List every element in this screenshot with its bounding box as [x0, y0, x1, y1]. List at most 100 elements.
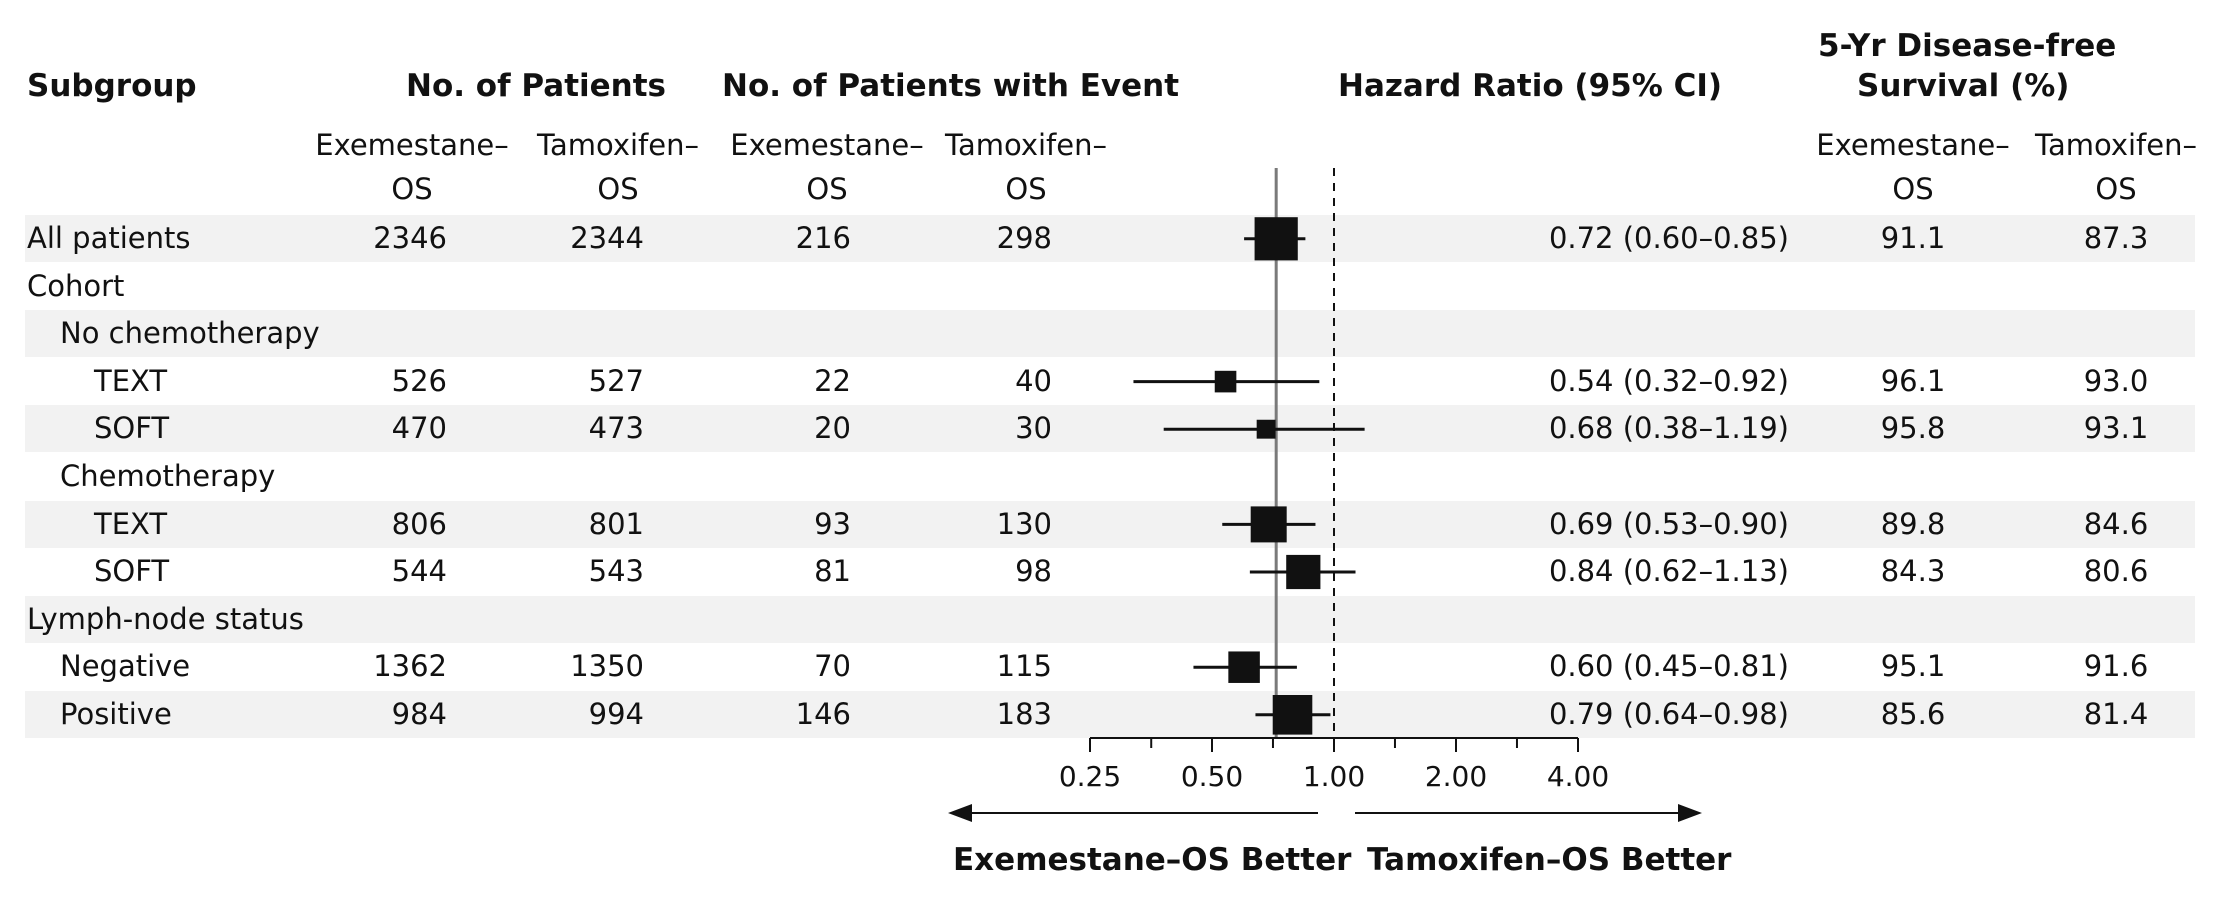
cell-events-tamoxifen: 115 [996, 649, 1052, 684]
cell-hazard-ratio: 0.68 (0.38–1.19) [1548, 411, 1789, 446]
row-label: All patients [27, 221, 191, 255]
cell-dfs-exemestane: 89.8 [1880, 506, 1946, 541]
cell-hazard-ratio: 0.72 (0.60–0.85) [1548, 221, 1789, 255]
cell-patients-tamoxifen: 994 [588, 697, 644, 731]
cell-patients-exemestane: 470 [391, 411, 447, 446]
header-subgroup: Subgroup [27, 68, 197, 104]
cell-patients-exemestane: 526 [391, 363, 447, 398]
hr-marker [1214, 370, 1237, 393]
arm-b-line2: OS [2095, 172, 2137, 206]
x-axis-tick-label: 0.25 [1059, 760, 1121, 793]
row-label: Negative [60, 649, 191, 684]
cell-dfs-exemestane: 96.1 [1880, 363, 1946, 398]
arm-a-line1: Exemestane– [1816, 128, 2010, 162]
header-patients: No. of Patients [406, 68, 667, 104]
arm-a-line2: OS [806, 172, 848, 206]
row-band [25, 310, 2195, 358]
subheader-events-tamoxifen: Tamoxifen– OS [926, 123, 1126, 211]
subheader-dfs-tamoxifen: Tamoxifen– OS [2016, 123, 2216, 211]
cell-patients-exemestane: 544 [391, 554, 447, 589]
cell-hazard-ratio: 0.79 (0.64–0.98) [1548, 697, 1789, 731]
header-dfs-line1: 5-Yr Disease-free [1818, 28, 2117, 64]
cell-patients-tamoxifen: 801 [588, 506, 644, 541]
cell-events-exemestane: 20 [814, 411, 851, 446]
row-band [25, 500, 2195, 548]
cell-hazard-ratio: 0.84 (0.62–1.13) [1548, 554, 1789, 589]
cell-dfs-exemestane: 95.8 [1880, 411, 1946, 446]
header-hazard-ratio: Hazard Ratio (95% CI) [1338, 68, 1723, 104]
cell-dfs-exemestane: 85.6 [1880, 697, 1946, 731]
cell-events-exemestane: 22 [814, 363, 851, 398]
row-label: SOFT [94, 411, 170, 446]
hr-marker [1254, 217, 1298, 261]
cell-events-exemestane: 93 [814, 506, 851, 541]
subheader-events-exemestane: Exemestane– OS [727, 123, 927, 211]
subheader-patients-tamoxifen: Tamoxifen– OS [518, 123, 718, 211]
x-axis-tick-label: 0.50 [1181, 760, 1243, 793]
cell-hazard-ratio: 0.69 (0.53–0.90) [1548, 506, 1789, 541]
cell-patients-tamoxifen: 543 [588, 554, 644, 589]
hr-marker [1286, 554, 1321, 590]
hr-marker [1228, 651, 1260, 683]
row-label: Lymph-node status [27, 601, 304, 636]
cell-dfs-exemestane: 91.1 [1880, 221, 1946, 255]
cell-patients-exemestane: 2346 [373, 221, 447, 255]
left-arrow-head [948, 804, 972, 822]
cell-events-tamoxifen: 40 [1015, 363, 1052, 398]
cell-dfs-tamoxifen: 81.4 [2083, 697, 2149, 731]
hr-marker [1250, 506, 1287, 543]
left-arrow-label: Exemestane–OS Better [953, 842, 1352, 878]
subheader-patients-exemestane: Exemestane– OS [312, 123, 512, 211]
cell-dfs-tamoxifen: 87.3 [2083, 221, 2149, 255]
cell-events-exemestane: 81 [814, 554, 851, 589]
right-arrow-label: Tamoxifen–OS Better [1367, 842, 1732, 878]
cell-events-tamoxifen: 98 [1015, 554, 1052, 589]
cell-dfs-exemestane: 95.1 [1880, 649, 1946, 684]
row-label: TEXT [94, 363, 168, 398]
cell-patients-exemestane: 806 [391, 506, 447, 541]
cell-events-tamoxifen: 183 [996, 697, 1052, 731]
cell-dfs-exemestane: 84.3 [1880, 554, 1946, 589]
x-axis-tick-label: 1.00 [1303, 760, 1365, 793]
arm-a-line2: OS [391, 172, 433, 206]
x-axis-tick-label: 4.00 [1547, 760, 1609, 793]
x-axis-tick-label: 2.00 [1425, 760, 1487, 793]
row-label: Positive [60, 697, 172, 731]
hr-marker [1256, 419, 1276, 439]
subheader-dfs-exemestane: Exemestane– OS [1813, 123, 2013, 211]
cell-dfs-tamoxifen: 93.1 [2083, 411, 2149, 446]
cell-dfs-tamoxifen: 93.0 [2083, 363, 2149, 398]
arm-a-line2: OS [1892, 172, 1934, 206]
cell-events-exemestane: 146 [795, 697, 851, 731]
header-dfs-line2: Survival (%) [1857, 68, 2070, 104]
cell-hazard-ratio: 0.54 (0.32–0.92) [1548, 363, 1789, 398]
row-label: No chemotherapy [60, 316, 320, 351]
row-label: TEXT [94, 506, 168, 541]
cell-events-exemestane: 70 [814, 649, 851, 684]
cell-patients-tamoxifen: 1350 [570, 649, 644, 684]
cell-patients-exemestane: 984 [391, 697, 447, 731]
arm-a-line1: Exemestane– [315, 128, 509, 162]
cell-dfs-tamoxifen: 91.6 [2083, 649, 2149, 684]
row-label: SOFT [94, 554, 170, 589]
cell-events-tamoxifen: 130 [996, 506, 1052, 541]
cell-events-tamoxifen: 30 [1015, 411, 1052, 446]
arm-a-line1: Exemestane– [730, 128, 924, 162]
cell-patients-exemestane: 1362 [373, 649, 447, 684]
arm-b-line1: Tamoxifen– [945, 128, 1107, 162]
row-band [25, 215, 2195, 262]
arm-b-line2: OS [597, 172, 639, 206]
arm-b-line1: Tamoxifen– [2035, 128, 2197, 162]
header-events: No. of Patients with Event [722, 68, 1180, 104]
cell-patients-tamoxifen: 527 [588, 363, 644, 398]
cell-dfs-tamoxifen: 84.6 [2083, 506, 2149, 541]
cell-patients-tamoxifen: 473 [588, 411, 644, 446]
cell-patients-tamoxifen: 2344 [570, 221, 644, 255]
cell-events-exemestane: 216 [795, 221, 851, 255]
cell-dfs-tamoxifen: 80.6 [2083, 554, 2149, 589]
row-band [25, 691, 2195, 738]
cell-events-tamoxifen: 298 [996, 221, 1052, 255]
row-band [25, 405, 2195, 453]
row-band [25, 595, 2195, 643]
